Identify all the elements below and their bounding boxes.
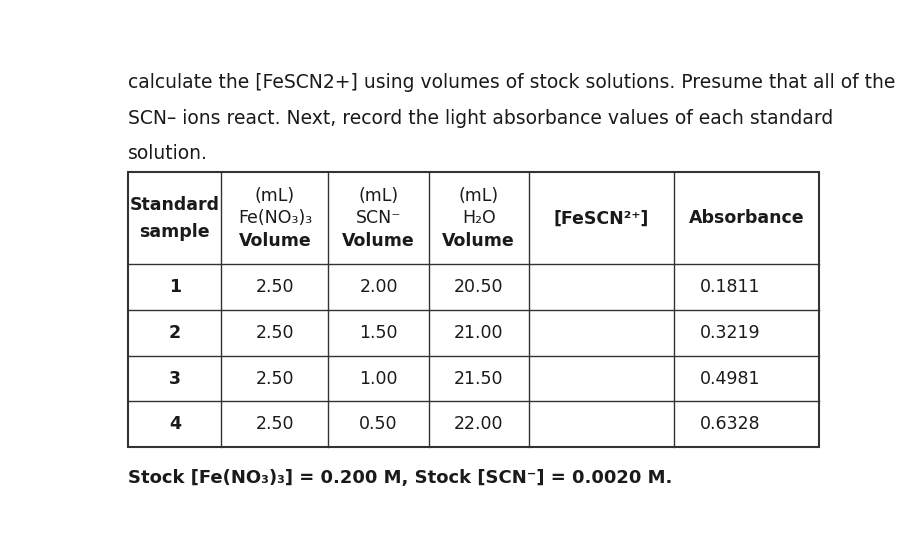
Text: Volume: Volume xyxy=(342,232,415,249)
Text: Volume: Volume xyxy=(443,232,515,249)
Text: (mL): (mL) xyxy=(254,187,295,205)
Text: 20.50: 20.50 xyxy=(454,278,503,296)
Text: 2.50: 2.50 xyxy=(255,415,294,434)
Text: SCN⁻: SCN⁻ xyxy=(356,209,401,227)
Text: [FeSCN²⁺]: [FeSCN²⁺] xyxy=(554,209,649,227)
Text: 21.00: 21.00 xyxy=(454,324,503,342)
Text: 22.00: 22.00 xyxy=(454,415,503,434)
Text: 1.00: 1.00 xyxy=(360,369,397,388)
Text: 0.4981: 0.4981 xyxy=(700,369,761,388)
Text: 0.1811: 0.1811 xyxy=(700,278,761,296)
Text: 0.50: 0.50 xyxy=(360,415,397,434)
Text: 4: 4 xyxy=(169,415,181,434)
Text: (mL): (mL) xyxy=(459,187,499,205)
Text: 2.50: 2.50 xyxy=(255,278,294,296)
Text: Fe(NO₃)₃: Fe(NO₃)₃ xyxy=(238,209,312,227)
Text: 2: 2 xyxy=(169,324,181,342)
Text: 0.3219: 0.3219 xyxy=(700,324,761,342)
Text: solution.: solution. xyxy=(128,144,208,163)
Text: SCN– ions react. Next, record the light absorbance values of each standard: SCN– ions react. Next, record the light … xyxy=(128,109,833,128)
Text: sample: sample xyxy=(139,223,210,240)
Text: Stock [Fe(NO₃)₃] = 0.200 M, Stock [SCN⁻] = 0.0020 M.: Stock [Fe(NO₃)₃] = 0.200 M, Stock [SCN⁻]… xyxy=(128,469,672,487)
Text: 21.50: 21.50 xyxy=(454,369,503,388)
Text: 2.00: 2.00 xyxy=(360,278,397,296)
Text: Absorbance: Absorbance xyxy=(689,209,804,227)
Text: Standard: Standard xyxy=(130,196,219,214)
Text: 1.50: 1.50 xyxy=(360,324,397,342)
Text: (mL): (mL) xyxy=(359,187,398,205)
Text: H₂O: H₂O xyxy=(462,209,496,227)
Text: calculate the [FeSCN2+] using volumes of stock solutions. Presume that all of th: calculate the [FeSCN2+] using volumes of… xyxy=(128,74,895,93)
Text: 3: 3 xyxy=(169,369,181,388)
Text: 1: 1 xyxy=(169,278,181,296)
Text: 2.50: 2.50 xyxy=(255,369,294,388)
Text: 2.50: 2.50 xyxy=(255,324,294,342)
Text: Volume: Volume xyxy=(239,232,312,249)
Text: 0.6328: 0.6328 xyxy=(700,415,761,434)
